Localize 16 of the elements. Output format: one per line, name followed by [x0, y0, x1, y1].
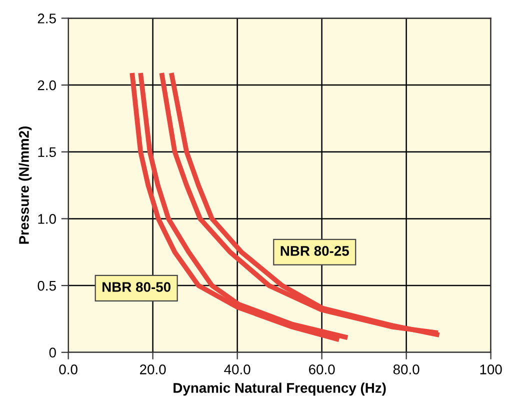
- x-tick-label: 80.0: [393, 364, 420, 374]
- y-tick-label: 2.5: [38, 14, 56, 24]
- y-tick-label: 0.5: [38, 280, 56, 291]
- x-tick-label: 20.0: [140, 364, 166, 374]
- y-tick-label: 2.0: [38, 80, 56, 90]
- annotation: NBR 80-50: [102, 282, 170, 292]
- annotation: NBR 80-25: [280, 246, 349, 256]
- y-tick-label: 1.0: [38, 214, 56, 224]
- y-tick-label: 1.5: [38, 147, 56, 158]
- x-tick-label: 0.0: [59, 364, 78, 374]
- x-axis-title: Dynamic Natural Frequency (Hz): [174, 382, 386, 396]
- x-tick-label: 60.0: [309, 364, 335, 374]
- x-tick-label: 100: [480, 364, 502, 374]
- x-tick-label: 40.0: [224, 364, 250, 374]
- y-tick-label: 0: [49, 348, 56, 358]
- y-axis-title: Pressure (N/mm2): [18, 126, 32, 244]
